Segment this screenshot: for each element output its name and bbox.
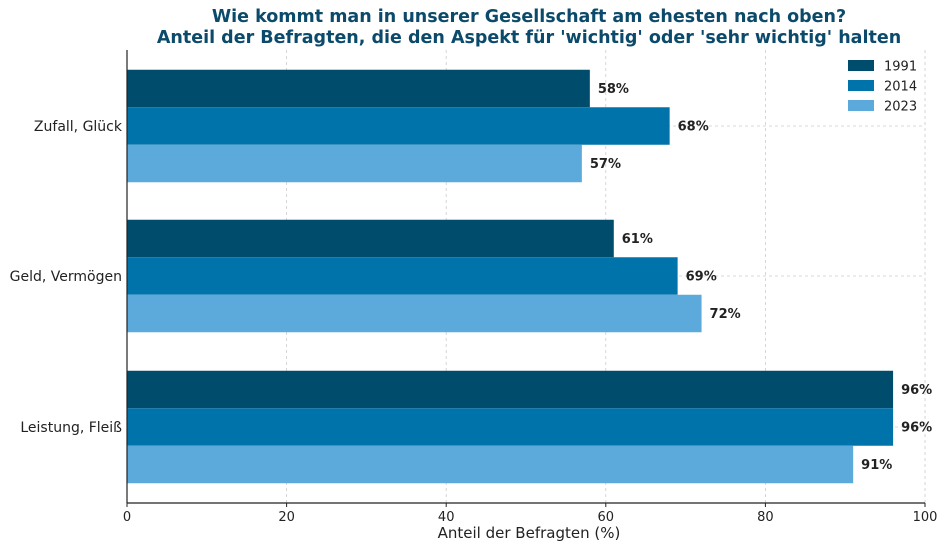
legend-swatch-1991	[848, 60, 874, 71]
data-label-2014-2: 69%	[686, 270, 717, 285]
x-tick-label-5: 100	[913, 510, 938, 525]
x-tick-label-4: 80	[757, 510, 774, 525]
x-tick-label-3: 60	[598, 510, 615, 525]
bar-2023-3	[127, 445, 854, 484]
bar-1991-3	[127, 370, 894, 409]
bar-1991-2	[127, 219, 614, 258]
bar-2023-1	[127, 144, 582, 183]
x-tick-label-2: 40	[438, 510, 455, 525]
bar-2014-1	[127, 107, 670, 145]
legend-swatch-2014	[848, 80, 874, 91]
bar-1991-1	[127, 69, 590, 108]
legend: 1991 2014 2023	[848, 60, 917, 115]
legend-swatch-2023	[848, 100, 874, 111]
chart-subtitle: Anteil der Befragten, die den Aspekt für…	[157, 28, 901, 48]
data-label-2023-3: 91%	[861, 458, 892, 473]
data-label-1991-3: 96%	[901, 383, 932, 398]
category-label-1: Zufall, Glück	[34, 119, 123, 135]
data-label-2023-1: 57%	[590, 157, 621, 172]
x-axis-title: Anteil der Befragten (%)	[438, 524, 621, 542]
legend-label-2014: 2014	[884, 80, 917, 95]
data-labels-group: 58% 68% 57% 61% 69% 72% 96% 96% 91%	[590, 82, 932, 473]
data-label-2023-2: 72%	[710, 307, 741, 322]
bar-2023-2	[127, 294, 702, 333]
bars-group	[127, 69, 894, 484]
bar-2014-3	[127, 408, 894, 446]
data-label-1991-1: 58%	[598, 82, 629, 97]
bar-2014-2	[127, 257, 678, 295]
category-label-3: Leistung, Fleiß	[20, 420, 122, 436]
category-label-2: Geld, Vermögen	[10, 269, 122, 285]
data-label-2014-1: 68%	[678, 120, 709, 135]
data-label-2014-3: 96%	[901, 421, 932, 436]
axes-group: Zufall, Glück Geld, Vermögen Leistung, Fle…	[10, 50, 938, 525]
legend-label-1991: 1991	[884, 60, 917, 75]
x-tick-label-1: 20	[278, 510, 295, 525]
legend-label-2023: 2023	[884, 100, 917, 115]
chart-title: Wie kommt man in unserer Gesellschaft am…	[212, 7, 846, 27]
data-label-1991-2: 61%	[622, 232, 653, 247]
x-tick-label-0: 0	[123, 510, 131, 525]
